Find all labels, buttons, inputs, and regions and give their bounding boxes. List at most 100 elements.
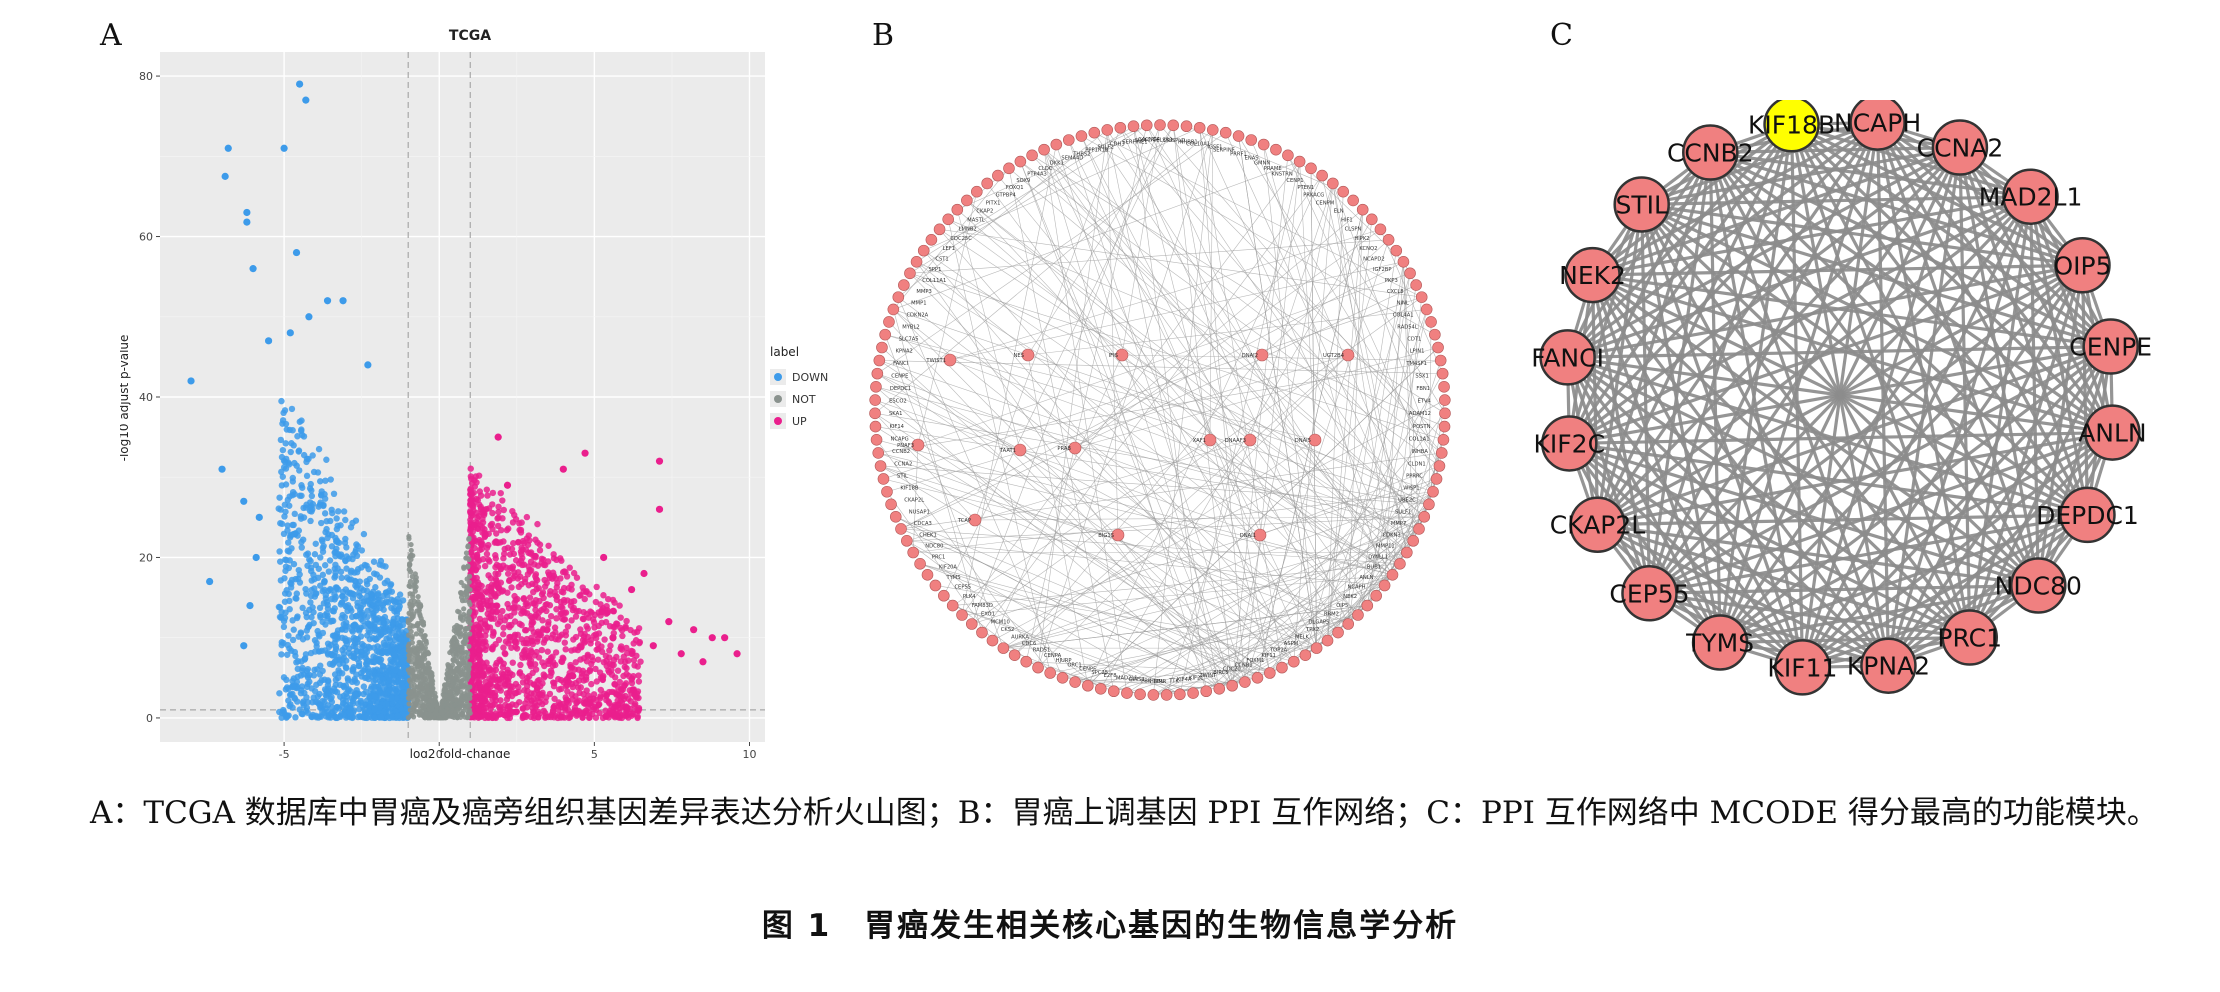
ring-node-label: SIX4 — [1135, 138, 1147, 144]
inner-node-label: TWIST1 — [925, 358, 946, 364]
inner-node-label: TAAT1 — [999, 448, 1016, 454]
ring-node-label: SOX9 — [1016, 178, 1030, 184]
ring-node-label: BIRC5 — [1213, 670, 1228, 676]
inner-node — [1013, 443, 1027, 457]
ring-node — [1107, 685, 1120, 698]
ring-node — [1370, 589, 1382, 602]
ring-node — [1432, 341, 1444, 354]
ring-node — [1200, 685, 1213, 698]
ring-node-label: NCAPD2 — [1363, 256, 1384, 262]
data-point-down — [246, 602, 254, 610]
ring-node — [981, 177, 993, 190]
y-tick-label: 0 — [146, 712, 153, 725]
ring-node — [1418, 510, 1431, 523]
ring-node-label: E2F8 — [1104, 673, 1117, 679]
ring-node-label: NCAPH — [1347, 585, 1365, 591]
data-point-up — [494, 433, 502, 441]
ring-node — [986, 634, 999, 647]
ring-node — [929, 579, 942, 592]
ring-node — [1239, 676, 1251, 688]
data-point-down — [240, 642, 248, 650]
ring-node-label: DKK1 — [1050, 160, 1064, 166]
ring-node-label: CLDN1 — [1408, 461, 1426, 467]
ring-node-label: TM4SF1 — [1405, 361, 1427, 367]
ring-node — [869, 420, 882, 433]
gene-label: CENPE — [2069, 333, 2152, 362]
ring-node-label: CDC6 — [1022, 641, 1037, 647]
ring-node-label: CELSR3 — [1153, 137, 1173, 143]
panel-a-letter: A — [100, 18, 122, 53]
ring-node-label: CEP55 — [954, 585, 971, 591]
ring-node-label: ZWINT — [1199, 673, 1217, 679]
ring-node — [933, 223, 946, 236]
ring-node-label: KCNQ2 — [1359, 246, 1377, 252]
data-point-down — [252, 553, 260, 562]
ring-node-label: KIF20A — [939, 565, 958, 571]
ring-node — [1361, 599, 1374, 612]
ring-node — [889, 510, 902, 523]
inner-node — [1341, 348, 1355, 362]
ring-node — [1439, 407, 1451, 420]
ring-node-label: PBK — [1141, 678, 1152, 684]
inner-node-label: IFIS — [1109, 353, 1118, 359]
ring-node-label: MCM10 — [991, 620, 1010, 626]
ring-node-label: MAD2L1 — [1116, 675, 1138, 681]
volcano-plot: TCGA -5 0 5 10 0 20 40 60 80 log2 fold-change -… — [120, 28, 828, 758]
highlighted-gene-node — [1763, 100, 1820, 153]
ring-node — [997, 642, 1010, 654]
data-point-down — [364, 361, 372, 369]
ring-node — [1342, 618, 1355, 630]
ring-node — [956, 609, 968, 621]
ring-node-label: PPRRC — [1406, 474, 1423, 480]
gene-label: KIF18B — [1748, 110, 1835, 139]
ring-node-label: CKAP2L — [904, 498, 924, 504]
gene-label: CCNB2 — [1667, 139, 1754, 168]
ring-node-label: CENPA — [1044, 653, 1062, 659]
inner-node — [911, 438, 925, 452]
ring-node — [1429, 328, 1441, 341]
ring-node-label: GMNN — [1254, 160, 1270, 166]
ring-node — [869, 394, 881, 406]
ring-node-label: DEPDC1 — [890, 386, 911, 392]
ring-node — [1332, 626, 1344, 639]
ring-node — [992, 169, 1004, 182]
ring-node-label: SSX1 — [1415, 373, 1428, 379]
ring-node — [1167, 119, 1180, 132]
ring-node-label: CFH — [1147, 137, 1158, 143]
panel-b-letter: B — [872, 18, 895, 53]
ring-node-label: PKP3 — [1385, 278, 1398, 284]
gene-node — [1849, 100, 1906, 151]
gene-label: FANCI — [1531, 343, 1604, 372]
gene-node — [2059, 486, 2116, 544]
ring-node — [879, 328, 891, 341]
ring-node-label: CACNG4 — [1138, 137, 1161, 143]
data-point-down — [243, 208, 251, 217]
ring-node — [1397, 255, 1410, 268]
data-point-down — [296, 80, 304, 88]
ring-node-label: KIF11 — [1261, 653, 1276, 659]
ring-node-label: IGSF1 — [1207, 144, 1222, 150]
data-point-up — [581, 449, 589, 457]
ring-node — [1321, 634, 1334, 647]
x-tick-label: 0 — [436, 748, 443, 758]
inner-node — [1068, 441, 1082, 455]
inner-node-label: BIG1S — [1098, 533, 1114, 539]
ring-node-label: SLC7A5 — [899, 336, 919, 342]
ring-node — [1386, 569, 1399, 581]
gene-node — [1941, 609, 1998, 666]
ring-node — [1270, 143, 1282, 156]
ring-node — [1180, 120, 1193, 133]
ring-node-label: CDKN3 — [1383, 532, 1401, 538]
ring-node-label: PTP4A3 — [1027, 172, 1047, 178]
ring-node-label: MELK — [1295, 634, 1310, 640]
ring-node — [917, 244, 930, 257]
inner-node-label: DNAI1 — [1240, 533, 1256, 539]
ring-node-label: CENPF — [1079, 667, 1096, 673]
ring-node — [1293, 155, 1306, 168]
ring-node — [1316, 169, 1328, 182]
ring-node — [1032, 661, 1044, 674]
ring-node-label: HIF1 — [1341, 217, 1353, 223]
ring-node-label: TPX2 — [1305, 627, 1319, 633]
legend: label DOWN NOT UP — [770, 345, 828, 429]
